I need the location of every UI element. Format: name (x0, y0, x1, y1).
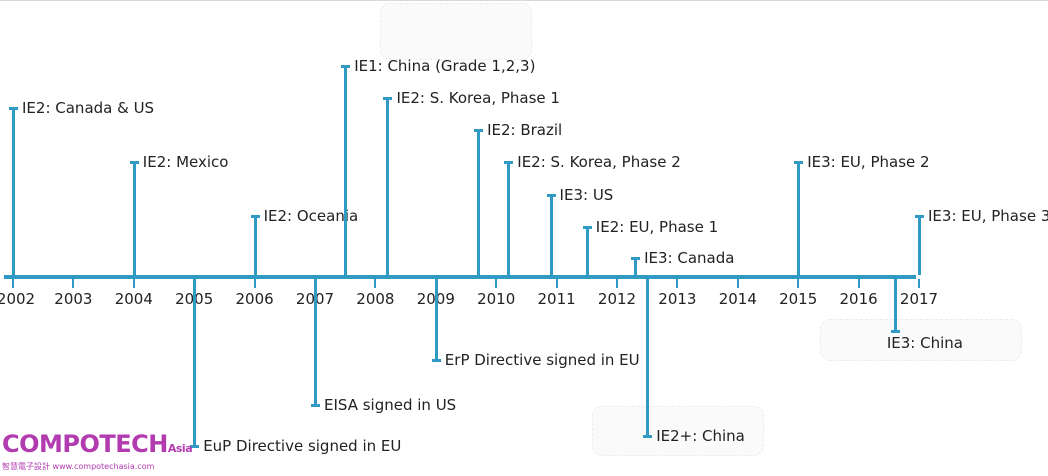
event-marker (631, 257, 641, 260)
event-marker (9, 107, 18, 110)
axis-tick (253, 279, 256, 288)
event-stem (12, 107, 15, 275)
axis-tick (12, 279, 14, 288)
timeline-axis (4, 275, 916, 279)
event-stem (434, 279, 438, 361)
event-marker (190, 445, 200, 448)
event-label: IE2: Oceania (263, 207, 359, 225)
event-stem (507, 161, 511, 275)
axis-year-label: 2003 (54, 290, 93, 308)
event-stem (549, 194, 553, 275)
event-label: EuP Directive signed in EU (203, 437, 402, 455)
event-marker (311, 404, 320, 407)
axis-year-label: 2011 (537, 290, 576, 308)
event-stem (797, 161, 801, 275)
axis-year-label: 2002 (0, 290, 36, 308)
axis-year-label: 2017 (899, 290, 939, 308)
event-stem (386, 97, 390, 275)
event-label: IE2: EU, Phase 1 (595, 218, 719, 236)
event-marker (341, 65, 351, 68)
event-marker (504, 161, 514, 164)
axis-tick (857, 279, 860, 288)
event-stem (314, 279, 317, 406)
axis-tick (555, 279, 558, 288)
event-marker (431, 359, 441, 362)
logo-brand: COMPOTECH (2, 430, 168, 458)
axis-tick (495, 279, 498, 288)
event-stem (585, 226, 589, 275)
event-label: IE3: US (559, 186, 614, 204)
event-label: IE2: S. Korea, Phase 2 (517, 153, 681, 171)
event-label: ErP Directive signed in EU (444, 351, 640, 369)
event-marker (794, 161, 804, 164)
axis-tick (374, 279, 377, 288)
axis-year-label: 2008 (356, 290, 395, 308)
event-label: IE2: Canada & US (22, 99, 155, 117)
faded-background-smudge (820, 319, 1022, 361)
event-marker (643, 435, 653, 438)
event-stem (193, 279, 197, 447)
logo-brand-suffix: Asia (167, 442, 193, 455)
event-label: IE3: Canada (644, 249, 735, 267)
event-marker (474, 129, 484, 132)
event-label: IE1: China (Grade 1,2,3) (354, 57, 536, 75)
event-stem (344, 65, 348, 275)
axis-year-label: 2015 (779, 290, 818, 308)
axis-year-label: 2014 (718, 290, 757, 308)
event-marker (582, 226, 592, 229)
axis-year-label: 2013 (658, 290, 697, 308)
event-marker (915, 215, 924, 218)
event-stem (634, 257, 638, 275)
event-marker (546, 194, 556, 197)
event-marker (129, 161, 139, 164)
event-label: IE3: China (886, 334, 963, 352)
event-label: IE3: EU, Phase 2 (807, 153, 930, 171)
event-label: IE3: EU, Phase 3 (928, 207, 1048, 225)
axis-year-label: 2016 (839, 290, 878, 308)
axis-tick (616, 279, 618, 288)
event-label: EISA signed in US (324, 396, 457, 414)
axis-tick (736, 279, 739, 288)
axis-year-label: 2010 (477, 290, 516, 308)
event-label: IE2: S. Korea, Phase 1 (396, 89, 560, 107)
axis-year-label: 2006 (235, 290, 274, 308)
event-stem (477, 129, 481, 275)
event-stem (132, 161, 136, 275)
event-label: IE2+: China (656, 427, 745, 445)
axis-tick (72, 279, 75, 288)
event-label: IE2: Mexico (142, 153, 229, 171)
event-marker (250, 215, 260, 218)
event-stem (893, 279, 897, 332)
compotech-logo: COMPOTECHAsia 智慧電子設計 www.compotechasia.c… (2, 430, 193, 472)
axis-tick (918, 279, 920, 288)
logo-tagline: 智慧電子設計 www.compotechasia.com (2, 462, 155, 471)
axis-year-label: 2004 (114, 290, 153, 308)
event-stem (253, 215, 257, 275)
faded-background-smudge (592, 406, 764, 456)
axis-year-label: 2012 (597, 290, 637, 308)
axis-tick (132, 279, 135, 288)
event-label: IE2: Brazil (487, 121, 563, 139)
axis-tick (797, 279, 800, 288)
axis-tick (676, 279, 679, 288)
faded-background-smudge (380, 3, 532, 60)
event-marker (383, 97, 393, 100)
event-marker (890, 330, 900, 333)
event-stem (918, 215, 921, 275)
event-stem (646, 279, 650, 437)
